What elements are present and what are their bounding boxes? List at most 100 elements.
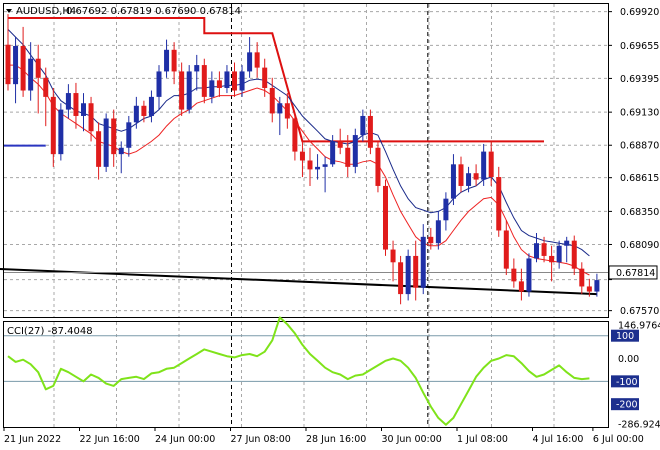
candle-bear — [503, 230, 509, 269]
candle-bull — [352, 135, 358, 167]
candle-bull — [118, 147, 124, 155]
cci-tick-label: 0.00 — [618, 354, 639, 365]
candle-bear — [73, 93, 79, 116]
candle-bear — [216, 80, 222, 88]
candle-bull — [156, 71, 162, 97]
candle-bear — [579, 268, 585, 287]
candle-bull — [277, 103, 283, 114]
candle-bull — [330, 141, 336, 165]
price-axis[interactable]: 0.69920 0.69655 0.69395 0.69130 0.68870 0.686… — [608, 7, 659, 317]
time-tick-label: 4 Jul 16:00 — [533, 434, 584, 445]
time-axis[interactable]: 21 Jun 2022 22 Jun 16:00 24 Jun 00:00 27 Ju… — [3, 427, 644, 445]
candle-bear — [111, 118, 117, 155]
time-tick-label: 28 Jun 16:00 — [306, 434, 366, 445]
candle-bear — [398, 262, 404, 295]
candle-bear — [292, 118, 298, 152]
candle-bull — [239, 71, 245, 91]
cci-tick-label: 100 — [616, 331, 634, 342]
candle-bear — [571, 240, 577, 269]
candle-bear — [88, 103, 94, 132]
candle-bear — [586, 286, 592, 292]
level-tag — [611, 329, 639, 342]
price-tick-label: 0.68615 — [620, 173, 659, 184]
cci-label: CCI(27) -87.4048 — [7, 326, 93, 337]
cci-tick-label: -286.9243 — [618, 420, 660, 431]
time-tick-label: 6 Jul 00:00 — [593, 434, 644, 445]
time-tick-label: 22 Jun 16:00 — [80, 434, 140, 445]
candle-bear — [35, 58, 41, 78]
candle-bear — [549, 255, 555, 263]
candle-bear — [141, 105, 147, 116]
candle-bull — [435, 220, 441, 244]
candle-bear — [254, 52, 260, 68]
indicator-grid — [53, 322, 555, 427]
candlestick-series — [5, 14, 600, 305]
candle-bull — [556, 245, 562, 263]
candle-bull — [526, 258, 532, 292]
price-tick-label: 0.69130 — [620, 108, 659, 119]
candle-bear — [473, 173, 479, 180]
price-grid — [4, 4, 608, 317]
price-tick-label: 0.69655 — [620, 41, 659, 52]
time-tick-label: 1 Jul 08:00 — [457, 434, 508, 445]
candle-bear — [390, 249, 396, 263]
candle-bear — [299, 151, 305, 161]
time-tick-label: 24 Jun 00:00 — [155, 434, 215, 445]
stop-line — [8, 17, 544, 143]
candle-bear — [367, 115, 373, 148]
candle-bull — [405, 255, 411, 295]
candle-bull — [28, 58, 34, 91]
candle-bear — [262, 67, 268, 88]
current-price-tag — [608, 265, 658, 280]
candle-bear — [511, 268, 517, 282]
cci-tick-label: -100 — [616, 377, 638, 388]
candle-bull — [224, 71, 230, 88]
candle-bear — [541, 243, 547, 256]
candle-bull — [81, 103, 86, 116]
symbol-header: AUDUSD,H4 — [16, 6, 76, 17]
cci-tick-label: 146.9764 — [618, 320, 660, 331]
candle-bear — [345, 147, 351, 167]
candle-bull — [133, 105, 139, 123]
level-tag — [611, 398, 639, 411]
candle-bear — [5, 44, 11, 85]
candle-bull — [315, 166, 321, 170]
candle-bear — [171, 49, 177, 72]
candle-bear — [269, 87, 275, 114]
candle-bear — [337, 141, 343, 148]
candle-bull — [247, 52, 253, 72]
price-tick-label: 0.67570 — [620, 306, 659, 317]
candle-bull — [420, 236, 426, 288]
current-price-label: 0.67814 — [616, 268, 655, 279]
candle-bull — [148, 96, 154, 116]
level-tag — [611, 375, 639, 388]
candle-bull — [186, 71, 192, 110]
price-tick-label: 0.68350 — [620, 207, 659, 218]
candle-bear — [96, 131, 102, 167]
candle-bull — [65, 93, 71, 110]
candle-bear — [307, 160, 313, 170]
candle-bull — [360, 115, 366, 136]
ohlc-values: 0.67692 0.67819 0.67690 0.67814 — [66, 6, 241, 17]
candle-bear — [488, 151, 494, 178]
candle-bull — [164, 49, 170, 72]
candle-bear — [518, 281, 524, 292]
candle-bear — [383, 185, 388, 250]
candle-bull — [103, 118, 109, 167]
candle-bear — [201, 65, 207, 97]
symbol-dropdown-icon[interactable] — [6, 9, 12, 13]
price-tick-label: 0.69395 — [620, 74, 659, 85]
time-tick-label: 30 Jun 00:00 — [382, 434, 442, 445]
candle-bear — [284, 103, 290, 119]
candle-bull — [481, 151, 487, 180]
candle-bull — [450, 164, 456, 199]
cci-series — [4, 316, 608, 426]
candle-bull — [564, 240, 570, 246]
candle-bull — [594, 280, 600, 292]
candle-bear — [43, 77, 49, 97]
candle-bull — [194, 65, 200, 72]
candle-bull — [13, 45, 19, 85]
candle-bear — [458, 164, 464, 186]
